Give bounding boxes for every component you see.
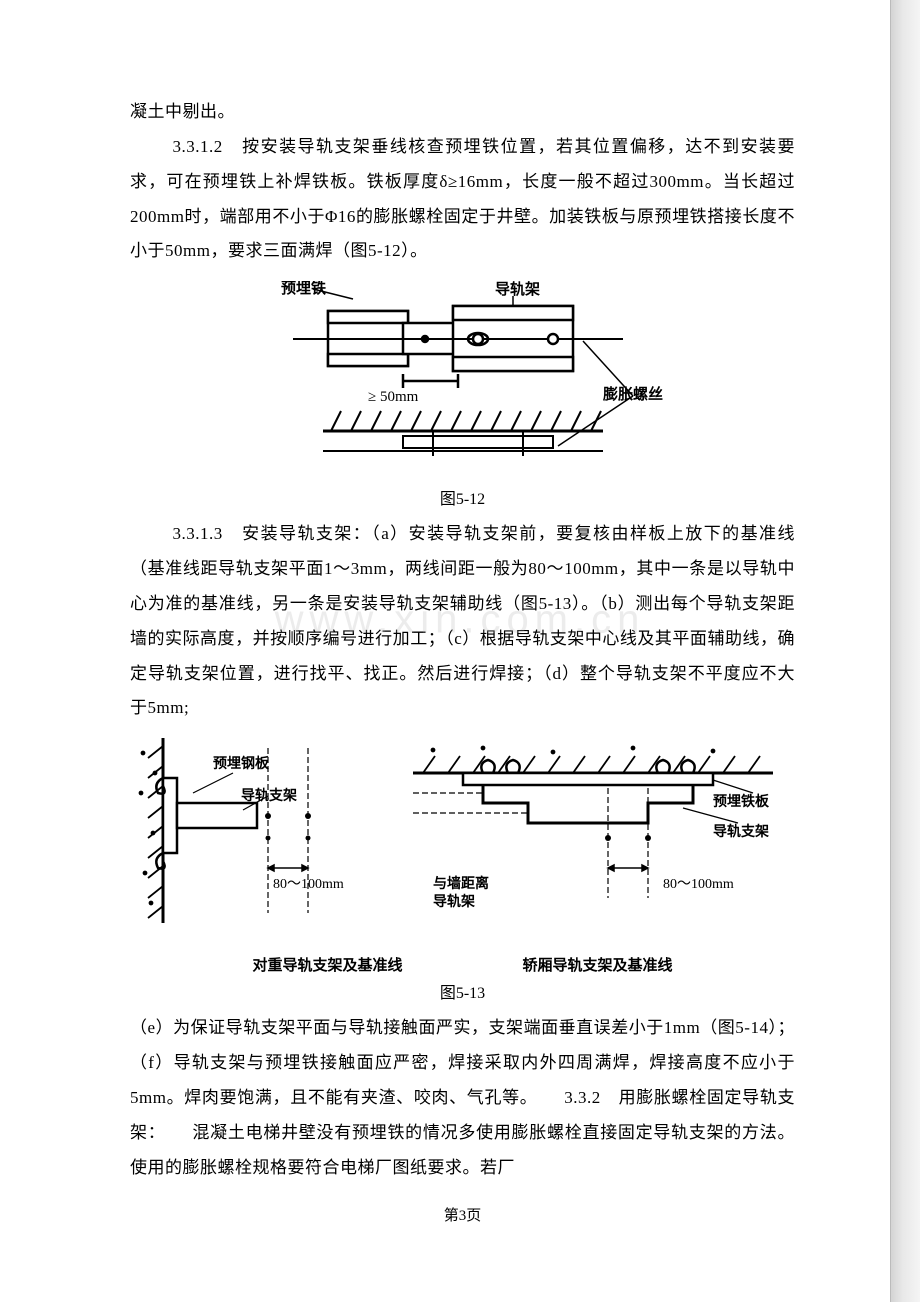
sub-caption-right: 轿厢导轨支架及基准线 — [523, 954, 673, 975]
label-pre-plate: 预埋钢板 — [213, 755, 270, 772]
page-number: 第3页 — [130, 1204, 795, 1225]
label-bolt: 膨胀螺丝 — [603, 385, 663, 403]
label-dim1: 80～100mm — [273, 877, 344, 892]
label-wall-dist: 与墙距离 — [433, 875, 489, 892]
label-rail-frame: 导轨架 — [495, 281, 540, 298]
label-pre-iron: 预埋铁 — [281, 281, 326, 297]
paragraph-2: 3.3.1.2 按安装导轨支架垂线核查预埋铁位置，若其位置偏移，达不到安装要求，… — [130, 130, 795, 269]
caption-5-13: 图5-13 — [130, 979, 795, 1003]
diagram-5-12: 预埋铁 导轨架 ≥ 50mm 膨胀螺丝 — [253, 281, 673, 481]
label-rail-bracket-l: 导轨支架 — [241, 787, 297, 804]
sub-caption-left: 对重导轨支架及基准线 — [252, 954, 402, 975]
document-page: www.xin.com.cn 凝土中剔出。 3.3.1.2 按安装导轨支架垂线核… — [0, 0, 920, 1275]
label-dim2: 80～100mm — [663, 877, 734, 892]
paragraph-1: 凝土中剔出。 — [130, 95, 795, 130]
paragraph-4: （e）为保证导轨支架平面与导轨接触面严实，支架端面垂直误差小于1mm（图5-14… — [130, 1011, 795, 1185]
label-pre-iron2: 预埋铁板 — [713, 793, 770, 810]
paragraph-3: 3.3.1.3 安装导轨支架：（a）安装导轨支架前，要复核由样板上放下的基准线（… — [130, 517, 795, 726]
sub-captions: 对重导轨支架及基准线 轿厢导轨支架及基准线 — [130, 954, 795, 975]
label-dim-50: ≥ 50mm — [368, 389, 419, 405]
figure-5-13: 预埋钢板 导轨支架 80～100mm — [130, 738, 795, 1003]
diagram-5-13: 预埋钢板 导轨支架 80～100mm — [133, 738, 793, 948]
label-rail-frame2: 导轨架 — [433, 893, 475, 910]
figure-5-12: 预埋铁 导轨架 ≥ 50mm 膨胀螺丝 图5-12 — [130, 281, 795, 509]
label-rail-bracket2: 导轨支架 — [713, 823, 769, 840]
caption-5-12: 图5-12 — [130, 485, 795, 509]
